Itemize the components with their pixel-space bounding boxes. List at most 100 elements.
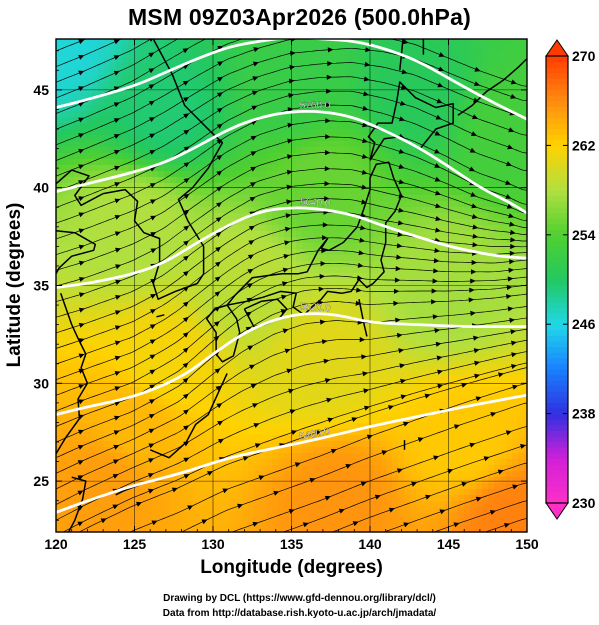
shading-cell	[158, 249, 165, 256]
shading-cell	[356, 363, 363, 370]
shading-cell	[368, 141, 375, 148]
shading-cell	[98, 63, 105, 70]
shading-cell	[296, 213, 303, 220]
shading-cell	[158, 63, 165, 70]
shading-cell	[182, 273, 189, 280]
shading-cell	[260, 117, 267, 124]
shading-cell	[416, 123, 423, 130]
shading-cell	[170, 141, 177, 148]
shading-cell	[146, 45, 153, 52]
shading-cell	[446, 189, 453, 196]
shading-cell	[122, 135, 129, 142]
shading-cell	[488, 93, 495, 100]
shading-cell	[332, 315, 339, 322]
shading-cell	[506, 51, 513, 58]
shading-cell	[398, 141, 405, 148]
shading-cell	[218, 147, 225, 154]
shading-cell	[56, 303, 63, 310]
shading-cell	[104, 237, 111, 244]
shading-cell	[350, 69, 357, 76]
shading-cell	[188, 111, 195, 118]
shading-cell	[236, 153, 243, 160]
shading-cell	[386, 57, 393, 64]
shading-cell	[296, 117, 303, 124]
shading-cell	[248, 291, 255, 298]
shading-cell	[230, 171, 237, 178]
shading-cell	[164, 219, 171, 226]
shading-cell	[260, 327, 267, 334]
shading-cell	[452, 105, 459, 112]
shading-cell	[266, 123, 273, 130]
shading-cell	[80, 231, 87, 238]
shading-cell	[290, 201, 297, 208]
shading-cell	[374, 105, 381, 112]
shading-cell	[206, 81, 213, 88]
shading-cell	[458, 357, 465, 364]
shading-cell	[74, 321, 81, 328]
shading-cell	[74, 135, 81, 142]
shading-cell	[482, 381, 489, 388]
shading-cell	[290, 315, 297, 322]
shading-cell	[296, 351, 303, 358]
shading-cell	[512, 297, 519, 304]
shading-cell	[386, 153, 393, 160]
shading-cell	[254, 135, 261, 142]
shading-cell	[512, 93, 519, 100]
shading-cell	[452, 183, 459, 190]
shading-cell	[56, 315, 63, 322]
shading-cell	[98, 75, 105, 82]
shading-cell	[218, 165, 225, 172]
shading-cell	[86, 183, 93, 190]
shading-cell	[404, 123, 411, 130]
shading-cell	[188, 93, 195, 100]
shading-cell	[338, 171, 345, 178]
shading-cell	[230, 387, 237, 394]
shading-cell	[398, 195, 405, 202]
shading-cell	[446, 207, 453, 214]
shading-cell	[254, 291, 261, 298]
shading-cell	[458, 285, 465, 292]
shading-cell	[476, 291, 483, 298]
shading-cell	[188, 129, 195, 136]
shading-cell	[290, 399, 297, 406]
shading-cell	[128, 111, 135, 118]
shading-cell	[344, 399, 351, 406]
shading-cell	[182, 195, 189, 202]
shading-cell	[236, 69, 243, 76]
shading-cell	[506, 291, 513, 298]
shading-cell	[224, 327, 231, 334]
shading-cell	[524, 135, 527, 142]
shading-cell	[164, 399, 171, 406]
shading-cell	[350, 111, 357, 118]
shading-cell	[224, 51, 231, 58]
shading-cell	[350, 399, 357, 406]
shading-cell	[278, 297, 285, 304]
shading-cell	[326, 57, 333, 64]
shading-cell	[344, 231, 351, 238]
shading-cell	[338, 45, 345, 52]
shading-cell	[326, 93, 333, 100]
shading-cell	[86, 327, 93, 334]
shading-cell	[134, 375, 141, 382]
shading-cell	[80, 417, 87, 424]
shading-cell	[218, 195, 225, 202]
shading-cell	[308, 267, 315, 274]
shading-cell	[422, 123, 429, 130]
shading-cell	[218, 177, 225, 184]
shading-cell	[158, 237, 165, 244]
shading-cell	[290, 225, 297, 232]
shading-cell	[158, 231, 165, 238]
shading-cell	[194, 225, 201, 232]
shading-cell	[98, 309, 105, 316]
shading-cell	[524, 345, 527, 352]
shading-cell	[308, 51, 315, 58]
shading-cell	[224, 129, 231, 136]
shading-cell	[410, 405, 417, 412]
shading-cell	[92, 219, 99, 226]
shading-cell	[164, 315, 171, 322]
shading-cell	[260, 189, 267, 196]
shading-cell	[86, 381, 93, 388]
shading-cell	[212, 273, 219, 280]
shading-cell	[80, 159, 87, 166]
shading-cell	[122, 195, 129, 202]
